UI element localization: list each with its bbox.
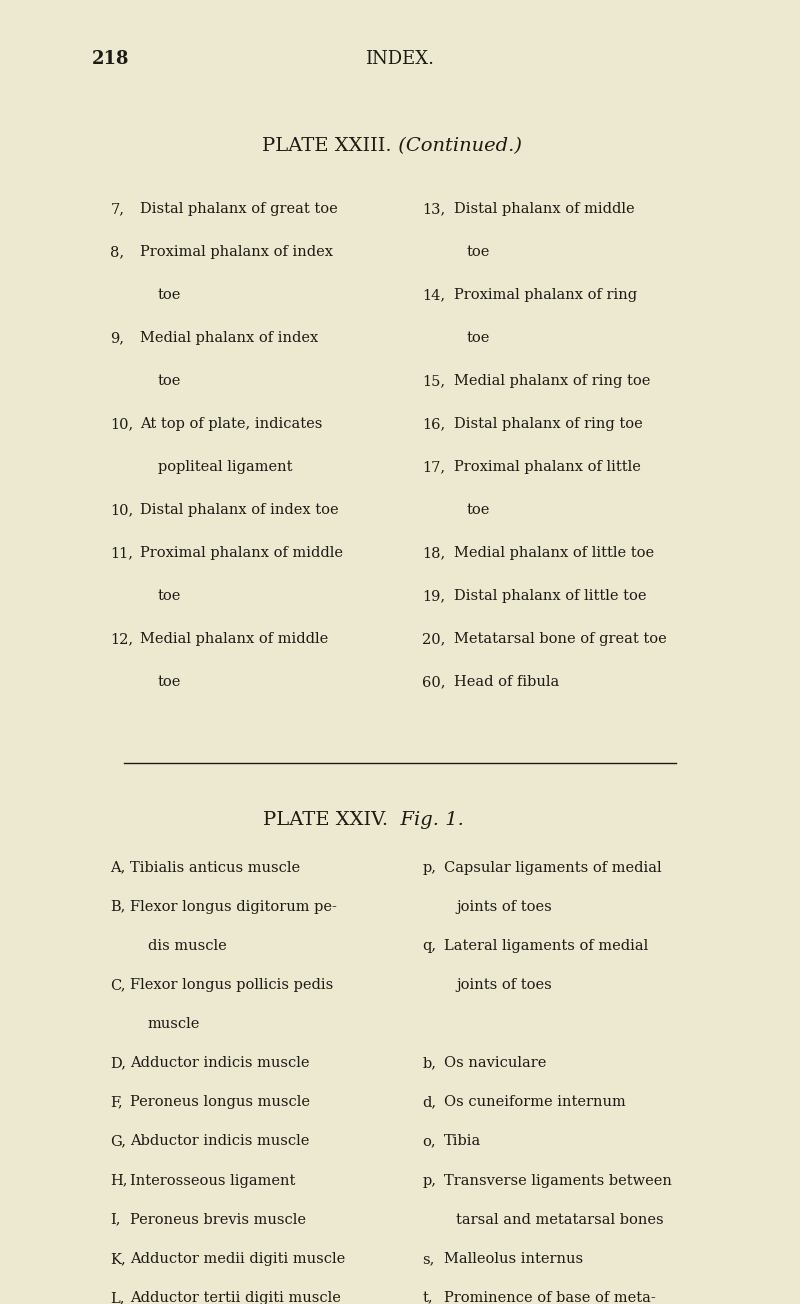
Text: toe: toe (158, 374, 181, 389)
Text: toe: toe (158, 288, 181, 303)
Text: Medial phalanx of ring toe: Medial phalanx of ring toe (454, 374, 650, 389)
Text: 60,: 60, (422, 675, 446, 690)
Text: PLATE XXIV.: PLATE XXIV. (263, 811, 388, 829)
Text: toe: toe (158, 589, 181, 604)
Text: joints of toes: joints of toes (456, 978, 552, 992)
Text: b,: b, (422, 1056, 437, 1071)
Text: 20,: 20, (422, 632, 446, 647)
Text: t,: t, (422, 1291, 433, 1304)
Text: 15,: 15, (422, 374, 446, 389)
Text: Transverse ligaments between: Transverse ligaments between (444, 1174, 672, 1188)
Text: Adductor indicis muscle: Adductor indicis muscle (130, 1056, 310, 1071)
Text: o,: o, (422, 1134, 436, 1149)
Text: 11,: 11, (110, 546, 134, 561)
Text: toe: toe (466, 503, 490, 518)
Text: q,: q, (422, 939, 437, 953)
Text: Proximal phalanx of little: Proximal phalanx of little (454, 460, 642, 475)
Text: tarsal and metatarsal bones: tarsal and metatarsal bones (456, 1213, 664, 1227)
Text: Proximal phalanx of ring: Proximal phalanx of ring (454, 288, 638, 303)
Text: At top of plate, indicates: At top of plate, indicates (140, 417, 322, 432)
Text: 218: 218 (92, 50, 130, 68)
Text: L,: L, (110, 1291, 125, 1304)
Text: 13,: 13, (422, 202, 446, 216)
Text: 8,: 8, (110, 245, 125, 259)
Text: Lateral ligaments of medial: Lateral ligaments of medial (444, 939, 648, 953)
Text: Proximal phalanx of index: Proximal phalanx of index (140, 245, 333, 259)
Text: Medial phalanx of middle: Medial phalanx of middle (140, 632, 328, 647)
Text: p,: p, (422, 861, 437, 875)
Text: Prominence of base of meta-: Prominence of base of meta- (444, 1291, 656, 1304)
Text: Medial phalanx of little toe: Medial phalanx of little toe (454, 546, 654, 561)
Text: Tibia: Tibia (444, 1134, 482, 1149)
Text: Adductor tertii digiti muscle: Adductor tertii digiti muscle (130, 1291, 342, 1304)
Text: D,: D, (110, 1056, 126, 1071)
Text: Tibialis anticus muscle: Tibialis anticus muscle (130, 861, 301, 875)
Text: H,: H, (110, 1174, 128, 1188)
Text: G,: G, (110, 1134, 126, 1149)
Text: C,: C, (110, 978, 126, 992)
Text: Head of fibula: Head of fibula (454, 675, 560, 690)
Text: Distal phalanx of ring toe: Distal phalanx of ring toe (454, 417, 643, 432)
Text: Os cuneiforme internum: Os cuneiforme internum (444, 1095, 626, 1110)
Text: Distal phalanx of little toe: Distal phalanx of little toe (454, 589, 647, 604)
Text: Flexor longus pollicis pedis: Flexor longus pollicis pedis (130, 978, 334, 992)
Text: (Continued.): (Continued.) (392, 137, 522, 155)
Text: PLATE XXIII.: PLATE XXIII. (262, 137, 392, 155)
Text: 9,: 9, (110, 331, 125, 346)
Text: F,: F, (110, 1095, 123, 1110)
Text: popliteal ligament: popliteal ligament (158, 460, 292, 475)
Text: toe: toe (158, 675, 181, 690)
Text: Abductor indicis muscle: Abductor indicis muscle (130, 1134, 310, 1149)
Text: 14,: 14, (422, 288, 446, 303)
Text: Peroneus longus muscle: Peroneus longus muscle (130, 1095, 310, 1110)
Text: 19,: 19, (422, 589, 446, 604)
Text: 18,: 18, (422, 546, 446, 561)
Text: Capsular ligaments of medial: Capsular ligaments of medial (444, 861, 662, 875)
Text: I,: I, (110, 1213, 121, 1227)
Text: p,: p, (422, 1174, 437, 1188)
Text: B,: B, (110, 900, 126, 914)
Text: Distal phalanx of middle: Distal phalanx of middle (454, 202, 635, 216)
Text: toe: toe (466, 331, 490, 346)
Text: Fig. 1.: Fig. 1. (388, 811, 464, 829)
Text: d,: d, (422, 1095, 437, 1110)
Text: A,: A, (110, 861, 126, 875)
Text: Adductor medii digiti muscle: Adductor medii digiti muscle (130, 1252, 346, 1266)
Text: Interosseous ligament: Interosseous ligament (130, 1174, 296, 1188)
Text: 16,: 16, (422, 417, 446, 432)
Text: K,: K, (110, 1252, 126, 1266)
Text: dis muscle: dis muscle (148, 939, 226, 953)
Text: Os naviculare: Os naviculare (444, 1056, 546, 1071)
Text: Metatarsal bone of great toe: Metatarsal bone of great toe (454, 632, 667, 647)
Text: 12,: 12, (110, 632, 134, 647)
Text: INDEX.: INDEX. (366, 50, 434, 68)
Text: 10,: 10, (110, 417, 134, 432)
Text: Proximal phalanx of middle: Proximal phalanx of middle (140, 546, 343, 561)
Text: 17,: 17, (422, 460, 446, 475)
Text: 7,: 7, (110, 202, 125, 216)
Text: Distal phalanx of index toe: Distal phalanx of index toe (140, 503, 338, 518)
Text: Distal phalanx of great toe: Distal phalanx of great toe (140, 202, 338, 216)
Text: joints of toes: joints of toes (456, 900, 552, 914)
Text: s,: s, (422, 1252, 434, 1266)
Text: 10,: 10, (110, 503, 134, 518)
Text: Peroneus brevis muscle: Peroneus brevis muscle (130, 1213, 306, 1227)
Text: toe: toe (466, 245, 490, 259)
Text: Flexor longus digitorum pe-: Flexor longus digitorum pe- (130, 900, 338, 914)
Text: Medial phalanx of index: Medial phalanx of index (140, 331, 318, 346)
Text: muscle: muscle (148, 1017, 200, 1031)
Text: Malleolus internus: Malleolus internus (444, 1252, 583, 1266)
